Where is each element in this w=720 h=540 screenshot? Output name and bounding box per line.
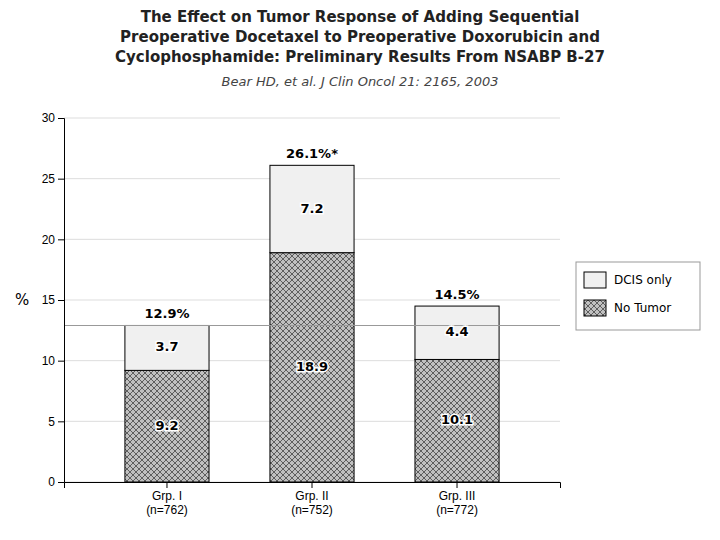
- tick-label: 25: [42, 172, 56, 186]
- tick-mark: [58, 239, 64, 240]
- tick-label: 5: [48, 415, 55, 429]
- tick: 0: [48, 475, 64, 489]
- total-label: 26.1%*: [286, 146, 338, 161]
- data-label: 9.2: [155, 418, 178, 433]
- tick-mark: [166, 482, 167, 488]
- tick-mark: [58, 300, 64, 301]
- tick-label: 30: [42, 111, 56, 125]
- x-axis: Grp. I(n=762) Grp. II(n=752) Grp. III(n=77…: [65, 482, 561, 517]
- tick-label: 20: [42, 233, 56, 247]
- bar: [270, 165, 354, 252]
- tick-mark: [58, 179, 64, 180]
- axis-line: [65, 483, 561, 489]
- tick: Grp. I(n=762): [146, 482, 188, 517]
- tick-label: Grp. II(n=752): [291, 489, 333, 517]
- title: The Effect on Tumor Response of Adding S…: [115, 8, 605, 66]
- bar: [125, 325, 209, 370]
- data-label: 4.4: [446, 324, 469, 339]
- bar: [415, 306, 499, 359]
- legend-swatch: [584, 272, 606, 288]
- total-label: 14.5%: [434, 287, 479, 302]
- bar: [270, 253, 354, 482]
- tick-mark: [58, 361, 64, 362]
- data-label: 3.7: [155, 339, 178, 354]
- tick-label: Grp. III(n=772): [436, 489, 478, 517]
- tick-mark: [58, 421, 64, 422]
- total-label: 12.9%: [144, 306, 189, 321]
- tick: 10: [42, 354, 64, 368]
- legend-entry: No Tumor: [614, 301, 671, 315]
- tick-label: 15: [42, 293, 56, 307]
- reference-line: [64, 325, 560, 326]
- chart: The Effect on Tumor Response of Adding S…: [0, 0, 720, 540]
- plot: 9.2 18.9 10.1 3.7 7.2 4.4 12.9% 26.1%* 14.5% 0 5 10…: [15, 111, 561, 517]
- axis-line: [58, 119, 65, 483]
- total-labels: 12.9% 26.1%* 14.5%: [144, 146, 479, 321]
- tick: Grp. II(n=752): [291, 482, 333, 517]
- grid-line: [64, 118, 560, 119]
- legend-box: [576, 262, 700, 330]
- tick: 5: [48, 415, 64, 429]
- tick: 15: [42, 293, 64, 307]
- data-label: 10.1: [441, 412, 473, 427]
- tick-label: 10: [42, 354, 56, 368]
- subtitle: Bear HD, et al. J Clin Oncol 21: 2165, 2…: [222, 74, 499, 89]
- data-labels: 9.2 18.9 10.1 3.7 7.2 4.4: [155, 201, 473, 433]
- bar: [125, 370, 209, 482]
- y-axis: 0 5 10 15 20 25 30: [42, 111, 65, 489]
- data-label: 7.2: [300, 201, 323, 216]
- tick: Grp. III(n=772): [436, 482, 478, 517]
- bar: [415, 359, 499, 482]
- tick-mark: [457, 482, 458, 488]
- legend-entry: DCIS only: [614, 273, 672, 287]
- tick-mark: [58, 118, 64, 119]
- marks: [64, 165, 560, 482]
- legend: DCIS only No Tumor: [576, 262, 700, 330]
- tick: 20: [42, 233, 64, 247]
- grid: [64, 118, 560, 482]
- legend-swatch: [584, 300, 606, 316]
- tick-label: Grp. I(n=762): [146, 489, 188, 517]
- tick: 30: [42, 111, 64, 125]
- data-label: 18.9: [296, 359, 328, 374]
- tick-label: 0: [48, 475, 55, 489]
- tick-mark: [58, 482, 64, 483]
- tick: 25: [42, 172, 64, 186]
- tick-mark: [312, 482, 313, 488]
- y-axis-title: %: [15, 291, 29, 309]
